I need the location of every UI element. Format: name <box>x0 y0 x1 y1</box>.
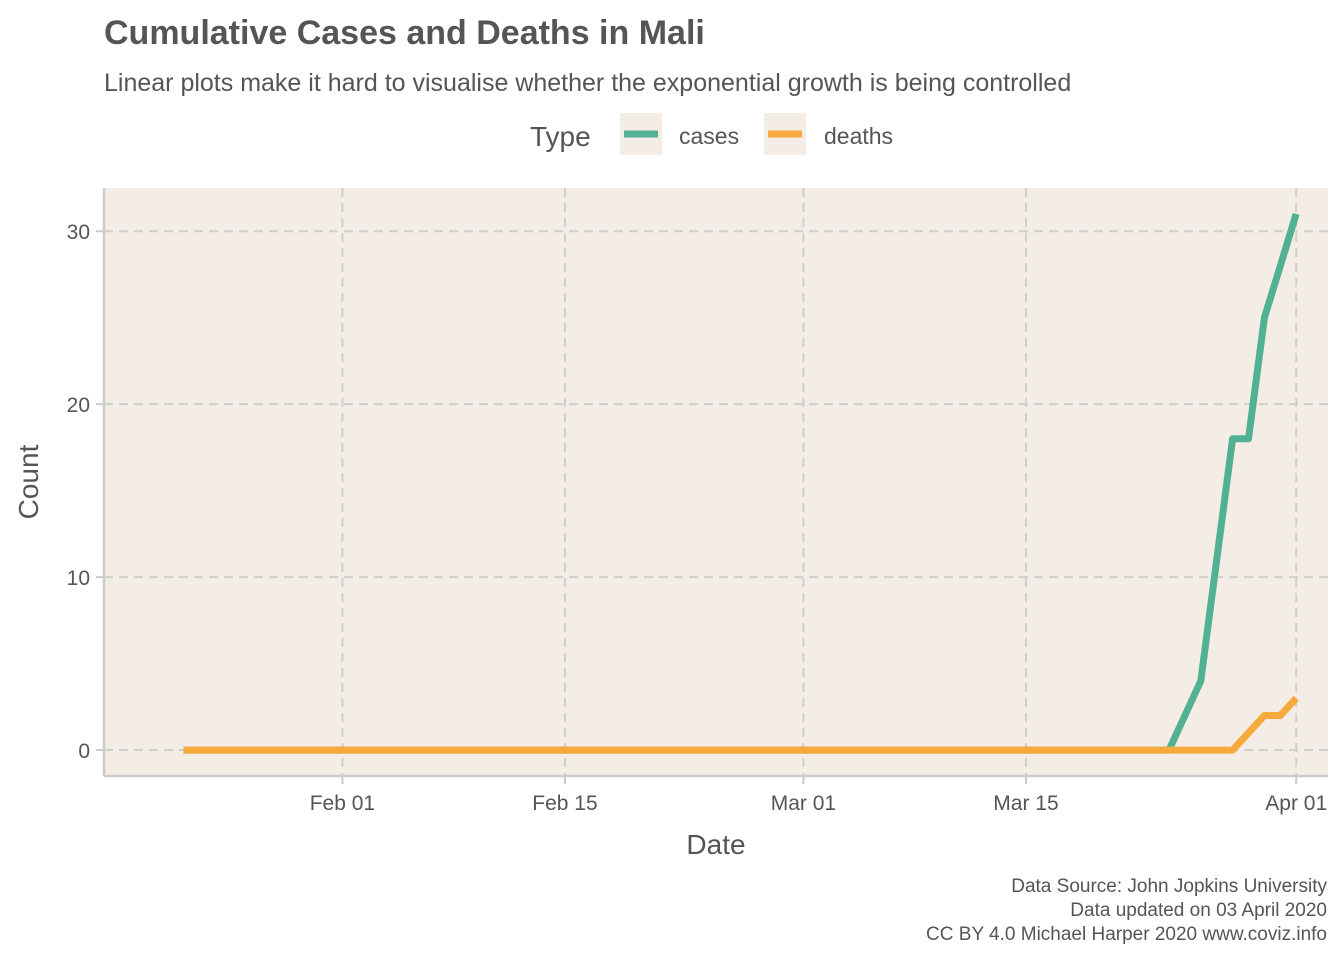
y-tick-label: 10 <box>67 567 90 590</box>
legend-label-deaths: deaths <box>824 123 893 149</box>
chart-title: Cumulative Cases and Deaths in Mali <box>104 14 705 52</box>
x-tick-label: Mar 15 <box>993 792 1058 815</box>
y-tick-label: 20 <box>67 394 90 417</box>
caption: Data Source: John Jopkins University Dat… <box>926 876 1327 945</box>
x-tick-label: Feb 01 <box>310 792 375 815</box>
tick-labels: 0 10 20 30 Feb 01 Feb 15 Mar 01 Mar 15 Apr 01 <box>67 221 1328 815</box>
x-tick-label: Feb 15 <box>532 792 597 815</box>
caption-line-3: CC BY 4.0 Michael Harper 2020 www.coviz.… <box>926 924 1327 945</box>
legend: Type cases deaths <box>530 113 893 155</box>
plot-panel <box>104 188 1328 776</box>
y-tick-label: 30 <box>67 221 90 244</box>
x-tick-label: Mar 01 <box>771 792 836 815</box>
legend-label-cases: cases <box>679 123 739 149</box>
axes <box>96 188 1328 784</box>
series-line-deaths <box>183 695 1299 754</box>
y-axis-title: Count <box>13 444 44 519</box>
x-axis-title: Date <box>686 829 745 860</box>
caption-line-1: Data Source: John Jopkins University <box>1011 876 1327 897</box>
x-tick-label: Apr 01 <box>1265 792 1327 815</box>
series-lines <box>183 212 1300 754</box>
chart-subtitle: Linear plots make it hard to visualise w… <box>104 69 1071 97</box>
legend-title: Type <box>530 121 591 152</box>
caption-line-2: Data updated on 03 April 2020 <box>1070 900 1327 921</box>
y-tick-label: 0 <box>78 740 90 763</box>
